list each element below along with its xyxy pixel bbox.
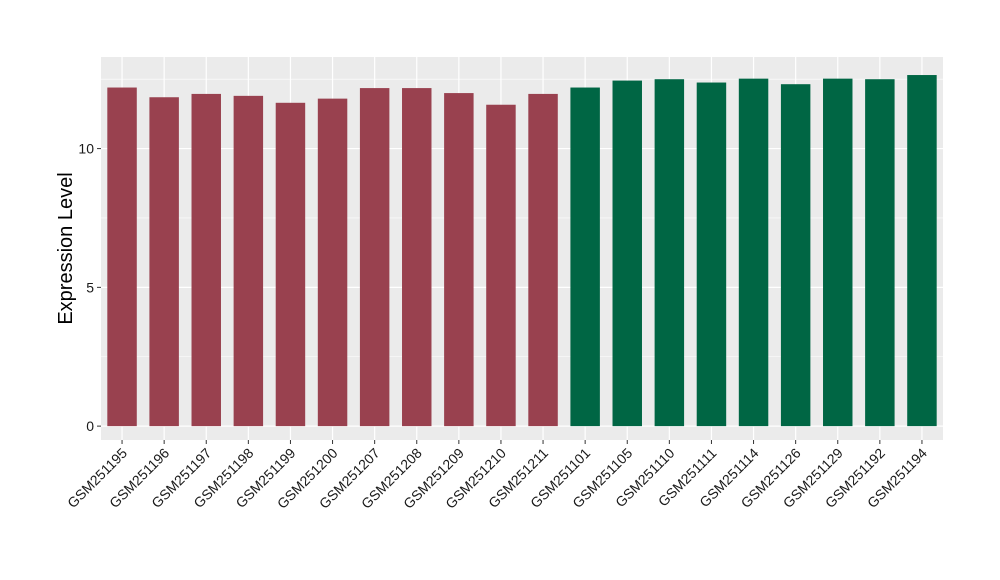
bar-GSM251197	[191, 93, 221, 427]
bar-GSM251208	[402, 88, 432, 427]
y-tick-label: 10	[78, 141, 94, 157]
y-tick-label: 0	[86, 418, 94, 434]
bar-GSM251199	[275, 102, 306, 427]
bar-GSM251200	[317, 98, 348, 427]
bar-GSM251207	[359, 88, 390, 427]
bar-GSM251111	[696, 82, 727, 427]
bar-GSM251209	[444, 93, 474, 427]
bar-GSM251192	[865, 79, 895, 427]
bars	[107, 75, 937, 427]
bar-GSM251194	[907, 75, 937, 427]
y-axis-title: Expression Level	[55, 172, 77, 324]
bar-GSM251195	[107, 87, 137, 427]
bar-GSM251211	[528, 93, 558, 427]
y-axis: 0 5 10	[78, 141, 101, 434]
x-axis: GSM251195GSM251196GSM251197GSM251198GSM2…	[64, 440, 930, 512]
bar-GSM251196	[149, 97, 179, 427]
bar-GSM251110	[654, 79, 685, 427]
plot-panel	[101, 57, 943, 440]
bar-GSM251126	[780, 84, 811, 427]
bar-GSM251114	[738, 78, 769, 427]
y-tick-label: 5	[86, 279, 94, 295]
bar-GSM251105	[612, 80, 642, 427]
bar-GSM251101	[570, 87, 600, 427]
bar-GSM251198	[233, 95, 264, 427]
bar-GSM251210	[486, 104, 516, 427]
bar-GSM251129	[823, 78, 853, 427]
